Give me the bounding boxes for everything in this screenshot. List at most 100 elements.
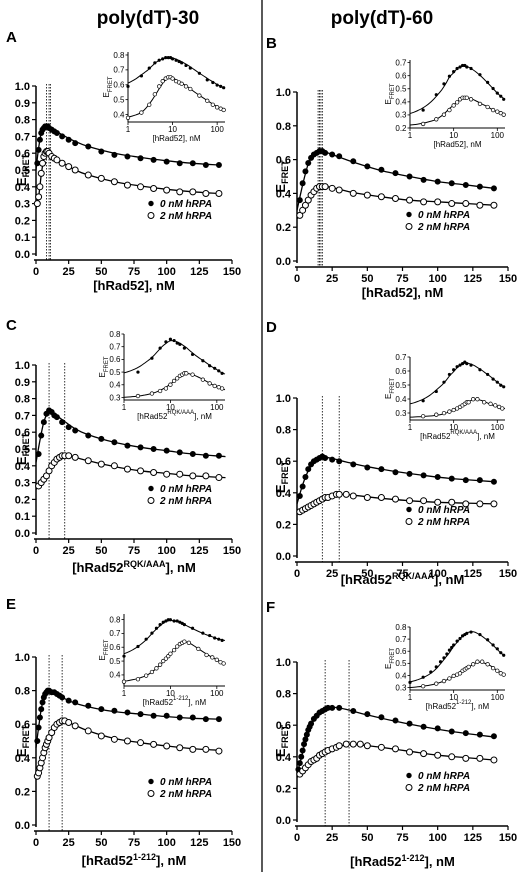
inset-y-tick-label: 0.7 bbox=[395, 58, 407, 67]
inset-point-rpa bbox=[168, 651, 173, 656]
data-point-no-rpa bbox=[137, 711, 144, 718]
inset-point-rpa bbox=[212, 383, 217, 389]
inset-x-tick-label: 100 bbox=[210, 403, 224, 412]
x-tick-label: 100 bbox=[428, 273, 446, 285]
inset-fit-curve bbox=[123, 340, 226, 375]
inset-point-no-rpa bbox=[495, 647, 499, 651]
x-axis-label: [hRad52RQK/AAA], nM bbox=[341, 571, 465, 587]
data-point-rpa bbox=[84, 727, 92, 735]
inset-point-rpa bbox=[441, 410, 447, 416]
x-tick-label: 125 bbox=[464, 832, 482, 844]
inset-point-rpa bbox=[219, 386, 225, 391]
inset-y-tick-label: 0.5 bbox=[395, 381, 407, 390]
inset-point-rpa bbox=[190, 372, 195, 377]
data-point-no-rpa bbox=[420, 723, 427, 730]
inset-point-rpa bbox=[163, 386, 169, 391]
inset-y-tick-label: 0.3 bbox=[395, 409, 407, 418]
data-point-rpa bbox=[123, 181, 131, 189]
inset-x-tick-label: 100 bbox=[210, 125, 224, 134]
data-point-rpa bbox=[123, 737, 131, 745]
data-point-rpa bbox=[176, 744, 184, 752]
x-tick-label: 125 bbox=[464, 273, 482, 285]
inset-point-rpa bbox=[451, 103, 456, 108]
data-point-no-rpa bbox=[490, 733, 497, 740]
inset-point-rpa bbox=[495, 668, 500, 673]
data-point-no-rpa bbox=[72, 699, 79, 706]
data-point-no-rpa bbox=[176, 714, 183, 721]
y-tick-label: 0.4 bbox=[276, 488, 292, 500]
inset-point-no-rpa bbox=[434, 389, 438, 394]
inset-point-rpa bbox=[466, 400, 471, 405]
x-tick-label: 75 bbox=[396, 568, 408, 580]
inset-y-tick-label: 0.4 bbox=[395, 395, 407, 404]
x-tick-label: 125 bbox=[464, 568, 482, 580]
data-point-no-rpa bbox=[111, 707, 118, 714]
inset-point-no-rpa bbox=[168, 618, 173, 622]
inset-fit-curve bbox=[409, 362, 506, 405]
inset-x-tick-label: 10 bbox=[166, 403, 175, 412]
data-point-no-rpa bbox=[85, 143, 92, 150]
inset-point-rpa bbox=[451, 673, 456, 679]
legend-label: 0 nM hRPA bbox=[418, 210, 470, 221]
data-point-rpa bbox=[84, 457, 92, 465]
inset-point-no-rpa bbox=[180, 61, 184, 65]
inset-point-rpa bbox=[468, 97, 474, 102]
inset-point-no-rpa bbox=[164, 56, 168, 60]
y-tick-label: 0.6 bbox=[276, 720, 291, 732]
data-point-no-rpa bbox=[392, 170, 399, 177]
data-point-rpa bbox=[189, 188, 197, 196]
y-tick-label: 0.8 bbox=[15, 686, 30, 698]
inset-point-no-rpa bbox=[164, 619, 168, 623]
inset-point-no-rpa bbox=[177, 59, 181, 64]
data-point-rpa bbox=[462, 500, 470, 508]
data-point-rpa bbox=[110, 735, 118, 743]
inset-point-no-rpa bbox=[220, 371, 224, 375]
inset-y-tick-label: 0.4 bbox=[109, 671, 121, 680]
data-point-no-rpa bbox=[36, 714, 43, 721]
inset-point-no-rpa bbox=[136, 370, 140, 374]
data-point-rpa bbox=[391, 495, 399, 503]
data-point-rpa bbox=[448, 200, 456, 208]
data-point-no-rpa bbox=[298, 753, 305, 760]
inset-point-rpa bbox=[480, 659, 485, 664]
inset-point-rpa bbox=[447, 107, 452, 113]
inset-point-rpa bbox=[501, 672, 506, 677]
inset-x-tick-label: 1 bbox=[408, 693, 413, 702]
y-tick-label: 0.6 bbox=[15, 148, 30, 160]
inset-point-rpa bbox=[205, 98, 210, 103]
inset-point-rpa bbox=[221, 107, 226, 113]
data-point-no-rpa bbox=[111, 151, 118, 158]
inset-y-label: EFRET bbox=[98, 639, 110, 660]
inset-point-rpa bbox=[197, 93, 202, 98]
inset-y-tick-label: 0.4 bbox=[395, 98, 407, 107]
inset-y-tick-label: 0.7 bbox=[395, 353, 407, 362]
y-tick-label: 0.2 bbox=[15, 494, 30, 506]
data-point-no-rpa bbox=[364, 163, 371, 170]
inset-point-no-rpa bbox=[465, 361, 469, 366]
inset-point-rpa bbox=[139, 110, 144, 115]
inset-x-tick-label: 100 bbox=[491, 131, 505, 140]
data-point-no-rpa bbox=[53, 130, 60, 137]
y-tick-label: 0.4 bbox=[15, 753, 31, 765]
data-point-rpa bbox=[71, 166, 79, 174]
inset-point-rpa bbox=[447, 409, 452, 414]
inset-point-no-rpa bbox=[458, 636, 462, 641]
inset-point-no-rpa bbox=[469, 630, 473, 634]
data-point-rpa bbox=[65, 452, 73, 460]
x-tick-label: 25 bbox=[63, 266, 75, 278]
data-point-rpa bbox=[53, 156, 61, 164]
y-tick-label: 0.8 bbox=[15, 115, 30, 127]
inset-point-no-rpa bbox=[184, 63, 188, 68]
inset-point-rpa bbox=[175, 376, 180, 381]
inset-y-tick-label: 0.7 bbox=[109, 342, 121, 351]
data-point-no-rpa bbox=[163, 447, 170, 454]
data-point-no-rpa bbox=[434, 178, 441, 185]
data-point-no-rpa bbox=[202, 452, 209, 459]
inset-point-rpa bbox=[420, 684, 426, 689]
data-point-rpa bbox=[420, 750, 428, 758]
data-point-rpa bbox=[342, 740, 350, 748]
inset-point-no-rpa bbox=[447, 648, 452, 652]
data-point-no-rpa bbox=[35, 451, 42, 458]
data-point-rpa bbox=[65, 719, 73, 727]
y-tick-label: 0.2 bbox=[15, 786, 30, 798]
